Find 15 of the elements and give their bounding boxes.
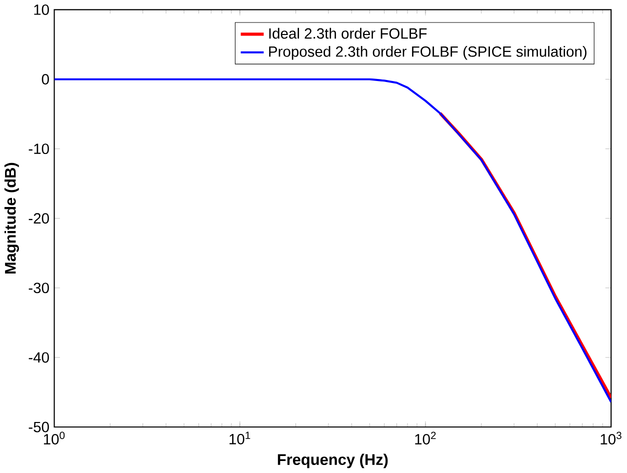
y-axis-title: Magnitude (dB) bbox=[4, 163, 19, 274]
y-tick-label: 10 bbox=[34, 4, 49, 16]
x-tick-label: 10$^{3}$ bbox=[600, 432, 622, 445]
y-tick-label: -50 bbox=[28, 422, 49, 432]
x-tick-label: 10$^{0}$ bbox=[44, 432, 65, 445]
y-tick-label: -20 bbox=[28, 213, 49, 224]
x-axis-title: Frequency (Hz) bbox=[278, 454, 388, 468]
x-tick-label: 10$^{2}$ bbox=[415, 432, 436, 445]
y-tick-label: -10 bbox=[28, 144, 49, 154]
legend-label: Ideal 2.3th order FOLBF bbox=[269, 28, 427, 39]
x-tick-label: 10$^{1}$ bbox=[230, 432, 250, 445]
y-tick-label: -30 bbox=[28, 282, 49, 294]
legend-label: Proposed 2.3th order FOLBF (SPICE simulation) bbox=[269, 46, 586, 60]
y-tick-label: -40 bbox=[28, 352, 49, 363]
y-tick-label: 0 bbox=[42, 74, 49, 85]
